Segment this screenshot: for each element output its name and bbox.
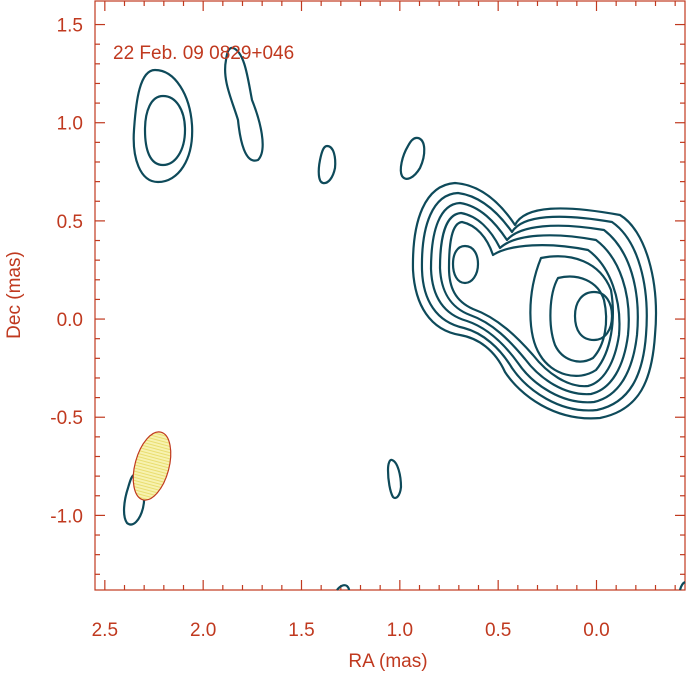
contour-level-2	[420, 191, 648, 412]
contour-outer	[411, 181, 657, 420]
contour-level-5	[447, 220, 621, 388]
x-axis-label: RA (mas)	[348, 651, 427, 672]
y-tick-label: -0.5	[50, 408, 83, 429]
y-tick-label: -1.0	[50, 506, 83, 527]
x-tick-label: 1.5	[288, 620, 314, 641]
plot-frame	[94, 0, 686, 591]
y-tick-label: 0.5	[57, 212, 83, 233]
contour-blob-small-3	[386, 458, 403, 500]
beam-shape	[132, 431, 172, 501]
contour-blob-upper-left	[132, 68, 194, 184]
contour-level-4	[438, 211, 630, 396]
y-axis-label: Dec (mas)	[4, 251, 25, 339]
beam-ellipse	[132, 431, 172, 501]
contour-level-7	[549, 275, 608, 363]
contours	[122, 46, 686, 591]
contour-edge-right	[678, 581, 686, 591]
contour-blob-top	[224, 46, 264, 162]
x-tick-label: 2.0	[190, 620, 216, 641]
contour-level-3	[429, 201, 639, 404]
contour-level-6	[529, 255, 614, 377]
contour-blob-upper-left-inner	[143, 94, 187, 167]
contour-jet-peak	[451, 244, 480, 285]
x-tick-label: 0.0	[583, 620, 609, 641]
y-axis: 1.5 1.0 0.5 0.0 -0.5 -1.0	[50, 16, 685, 575]
y-tick-label: 0.0	[57, 310, 83, 331]
contour-blob-small-1	[317, 144, 337, 185]
x-tick-label: 0.5	[485, 620, 511, 641]
x-axis: 2.5 2.0 1.5 1.0 0.5 0.0	[92, 1, 676, 641]
contour-core-peak	[573, 290, 614, 342]
x-tick-label: 2.5	[92, 620, 118, 641]
y-tick-label: 1.0	[57, 114, 83, 135]
contour-blob-small-2	[399, 136, 426, 180]
plot-annotation: 22 Feb. 09 0829+046	[113, 43, 294, 64]
contour-edge-bottom	[336, 584, 351, 591]
y-tick-label: 1.5	[57, 16, 83, 37]
x-tick-label: 1.0	[387, 620, 413, 641]
